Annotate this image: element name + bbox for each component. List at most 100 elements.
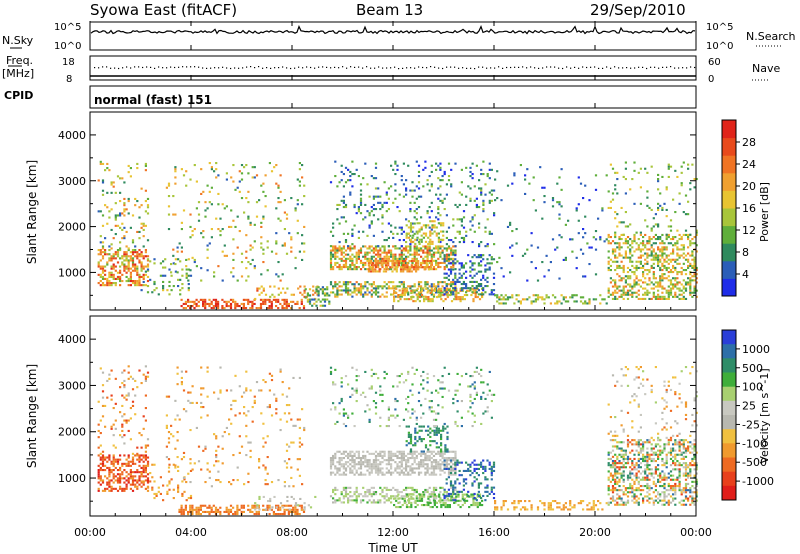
- heatmap-cell: [283, 298, 286, 301]
- heatmap-cell: [170, 424, 173, 427]
- heatmap-cell: [136, 452, 139, 455]
- freq-panel: Freq. [MHz] 18 8 60 0 Nave: [2, 54, 780, 85]
- heatmap-cell: [413, 491, 416, 494]
- heatmap-cell: [258, 293, 261, 296]
- heatmap-cell: [106, 191, 109, 194]
- heatmap-cell: [398, 281, 401, 284]
- heatmap-cell: [275, 305, 278, 308]
- heatmap-cell: [500, 298, 503, 301]
- heatmap-cell: [262, 287, 265, 290]
- heatmap-cell: [144, 365, 147, 368]
- heatmap-cell: [633, 240, 636, 243]
- heatmap-cell: [174, 166, 177, 169]
- heatmap-cell: [437, 251, 440, 254]
- heatmap-cell: [359, 463, 363, 466]
- heatmap-cell: [439, 454, 442, 457]
- heatmap-cell: [101, 469, 105, 472]
- heatmap-cell: [342, 457, 345, 460]
- nave-dot: [422, 66, 424, 69]
- heatmap-cell: [488, 293, 491, 296]
- heatmap-cell: [428, 285, 431, 288]
- heatmap-cell: [405, 291, 408, 294]
- colorbar-tick-label: 20: [742, 180, 756, 193]
- heatmap-cell: [626, 297, 630, 300]
- heatmap-cell: [385, 471, 388, 474]
- heatmap-cell: [366, 257, 369, 260]
- heatmap-cell: [165, 424, 168, 427]
- heatmap-cell: [315, 288, 318, 291]
- heatmap-cell: [384, 266, 388, 269]
- heatmap-cell: [486, 243, 489, 246]
- heatmap-cell: [294, 502, 298, 505]
- heatmap-cell: [672, 277, 675, 280]
- heatmap-cell: [349, 255, 352, 258]
- heatmap-cell: [433, 230, 436, 233]
- heatmap-cell: [374, 461, 378, 464]
- heatmap-cell: [478, 226, 481, 229]
- nave-dot: [466, 67, 468, 69]
- heatmap-cell: [234, 399, 237, 402]
- heatmap-cell: [637, 244, 640, 247]
- heatmap-cell: [672, 266, 675, 269]
- heatmap-cell: [422, 224, 425, 227]
- heatmap-cell: [140, 458, 143, 461]
- heatmap-cell: [381, 266, 384, 269]
- heatmap-cell: [159, 492, 162, 495]
- heatmap-cell: [146, 268, 150, 271]
- heatmap-cell: [99, 452, 102, 455]
- heatmap-cell: [403, 294, 406, 297]
- heatmap-cell: [131, 253, 135, 256]
- heatmap-cell: [129, 464, 132, 467]
- heatmap-cell: [646, 204, 649, 207]
- heatmap-cell: [342, 471, 345, 474]
- heatmap-cell: [210, 508, 213, 511]
- heatmap-cell: [232, 300, 235, 303]
- heatmap-cell: [454, 450, 457, 453]
- nave-dot: [258, 66, 260, 68]
- heatmap-cell: [526, 298, 529, 301]
- heatmap-cell: [208, 298, 211, 301]
- heatmap-cell: [204, 510, 207, 513]
- heatmap-cell: [684, 289, 688, 292]
- heatmap-cell: [336, 203, 339, 206]
- heatmap-cell: [123, 481, 126, 484]
- heatmap-cell: [639, 266, 642, 269]
- heatmap-cell: [275, 273, 278, 276]
- heatmap-cell: [680, 182, 683, 185]
- nave-dot: [314, 67, 316, 69]
- heatmap-cell: [422, 289, 425, 292]
- heatmap-cell: [665, 233, 668, 236]
- heatmap-cell: [689, 277, 692, 280]
- heatmap-cell: [377, 195, 380, 198]
- heatmap-cell: [432, 491, 436, 494]
- heatmap-cell: [409, 469, 412, 472]
- heatmap-cell: [125, 259, 128, 262]
- heatmap-cell: [178, 418, 181, 421]
- heatmap-cell: [405, 234, 408, 237]
- heatmap-cell: [584, 215, 587, 218]
- heatmap-cell: [449, 291, 453, 294]
- heatmap-cell: [326, 294, 329, 297]
- heatmap-cell: [435, 247, 438, 250]
- heatmap-cell: [509, 246, 512, 249]
- heatmap-cell: [411, 488, 414, 491]
- heatmap-cell: [336, 247, 339, 250]
- heatmap-cell: [622, 242, 625, 245]
- heatmap-cell: [245, 279, 248, 282]
- heatmap-cell: [355, 486, 358, 489]
- heatmap-cell: [652, 271, 655, 274]
- heatmap-cell: [379, 201, 382, 204]
- heatmap-cell: [185, 268, 188, 271]
- heatmap-cell: [637, 283, 640, 286]
- heatmap-cell: [340, 457, 343, 460]
- heatmap-cell: [123, 214, 126, 217]
- heatmap-cell: [110, 181, 113, 184]
- heatmap-cell: [228, 433, 231, 436]
- heatmap-cell: [454, 287, 457, 290]
- heatmap-cell: [146, 371, 150, 374]
- heatmap-cell: [270, 374, 274, 377]
- heatmap-cell: [661, 277, 664, 280]
- heatmap-cell: [336, 469, 339, 472]
- heatmap-cell: [607, 190, 610, 193]
- heatmap-cell: [575, 300, 578, 303]
